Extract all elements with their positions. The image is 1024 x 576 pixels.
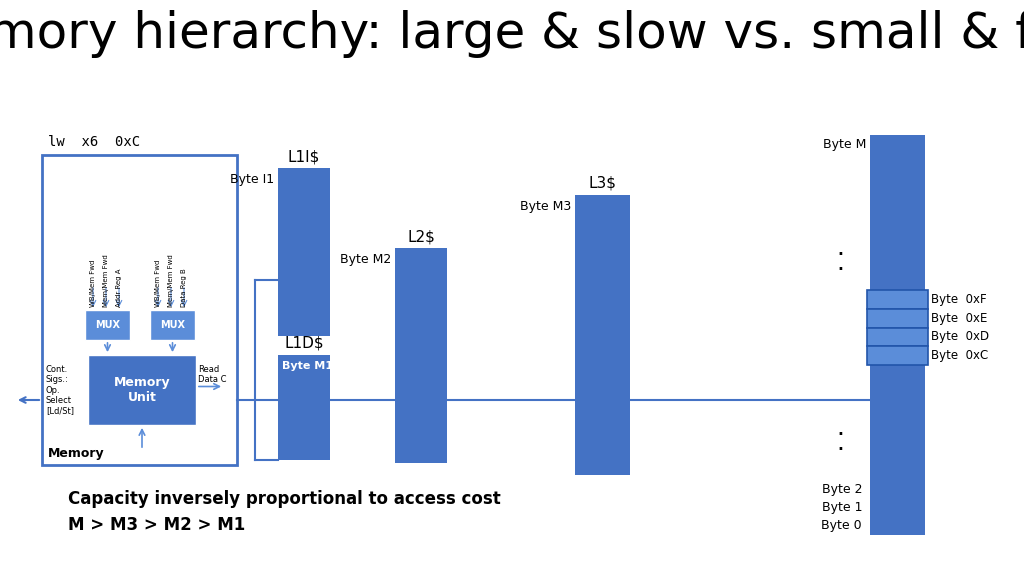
Text: WB/Mem Fwd: WB/Mem Fwd — [90, 260, 96, 307]
Text: Byte 0: Byte 0 — [821, 518, 862, 532]
Text: L3$: L3$ — [589, 176, 616, 191]
Text: L2$: L2$ — [408, 229, 435, 244]
Text: Byte  0xD: Byte 0xD — [931, 331, 989, 343]
Text: Byte  0xC: Byte 0xC — [931, 349, 988, 362]
Text: ·: · — [836, 258, 844, 282]
Text: Byte  0xF: Byte 0xF — [931, 293, 987, 306]
Text: Byte M1: Byte M1 — [282, 361, 333, 371]
Text: L1D$: L1D$ — [285, 336, 324, 351]
Bar — [278, 168, 330, 336]
Text: Memory: Memory — [48, 447, 104, 460]
Bar — [395, 248, 447, 463]
Text: M > M3 > M2 > M1: M > M3 > M2 > M1 — [68, 516, 246, 534]
Text: Byte M3: Byte M3 — [520, 200, 571, 213]
Text: WB/Mem Fwd: WB/Mem Fwd — [155, 260, 161, 307]
Text: MUX: MUX — [95, 320, 120, 330]
Bar — [150, 310, 195, 340]
Bar — [867, 290, 928, 309]
Text: Mem/Mem Fwd: Mem/Mem Fwd — [103, 254, 109, 307]
Text: ·: · — [836, 243, 844, 267]
Text: MUX: MUX — [160, 320, 185, 330]
Text: Byte M2: Byte M2 — [340, 253, 391, 266]
Bar — [85, 310, 130, 340]
Text: lw  x6  0xC: lw x6 0xC — [48, 135, 140, 149]
Text: ·: · — [836, 423, 844, 447]
Text: Byte 1: Byte 1 — [821, 501, 862, 513]
Text: Capacity inversely proportional to access cost: Capacity inversely proportional to acces… — [68, 490, 501, 508]
Bar — [870, 135, 925, 535]
Bar — [867, 328, 928, 346]
Text: Cont.
Sigs.:
Op.
Select
[Ld/St]: Cont. Sigs.: Op. Select [Ld/St] — [46, 365, 74, 416]
Bar — [575, 195, 630, 475]
Text: Byte 2: Byte 2 — [821, 483, 862, 497]
Text: ·: · — [836, 438, 844, 462]
Bar — [42, 155, 237, 465]
Bar — [88, 355, 196, 425]
Text: Byte M: Byte M — [822, 138, 866, 151]
Text: Memory
Unit: Memory Unit — [114, 376, 170, 404]
Bar — [867, 346, 928, 365]
Text: Memory hierarchy: large & slow vs. small & fast: Memory hierarchy: large & slow vs. small… — [0, 10, 1024, 58]
Text: Read
Data C: Read Data C — [198, 365, 226, 385]
Text: Addr Reg A: Addr Reg A — [116, 268, 122, 307]
Text: Data Reg B: Data Reg B — [181, 268, 187, 307]
Text: Byte  0xE: Byte 0xE — [931, 312, 987, 325]
Text: Byte I1: Byte I1 — [229, 173, 274, 186]
Text: L1I$: L1I$ — [288, 149, 321, 164]
Bar — [278, 355, 330, 460]
Text: Mem/Mem Fwd: Mem/Mem Fwd — [168, 254, 174, 307]
Bar — [867, 309, 928, 328]
